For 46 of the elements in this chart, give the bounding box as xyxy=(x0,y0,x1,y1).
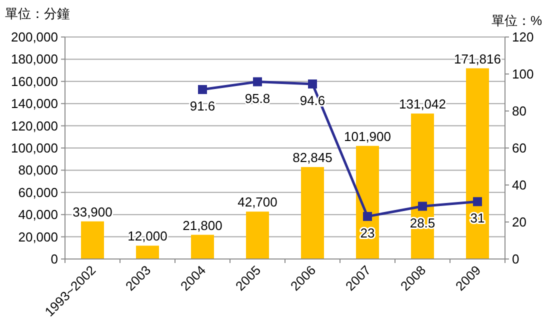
y2-tick-label: 120 xyxy=(512,30,534,44)
data-label: 42,700 xyxy=(238,194,278,210)
y-tick-label: 100,000 xyxy=(11,140,58,156)
point xyxy=(473,197,482,206)
y-tick-label: 60,000 xyxy=(18,184,58,200)
data-label: 91.6 xyxy=(190,98,216,114)
bar xyxy=(356,146,379,259)
y2-tick-label: 60 xyxy=(512,140,526,156)
point xyxy=(308,79,317,88)
bar xyxy=(411,114,434,259)
bar xyxy=(466,68,489,259)
point xyxy=(253,77,262,86)
data-label: 171,816 xyxy=(454,51,501,66)
y-tick-label: 140,000 xyxy=(11,96,58,112)
y2-tick-label: 80 xyxy=(512,104,526,118)
bar xyxy=(301,167,324,259)
bar xyxy=(81,221,104,259)
y2-tick-label: 0 xyxy=(512,252,520,266)
y-tick-label: 80,000 xyxy=(18,162,58,178)
y-axis-title: 單位：分鐘 xyxy=(5,6,70,21)
y2-tick-label: 20 xyxy=(512,214,526,230)
y-tick-label: 0 xyxy=(50,252,58,266)
bar xyxy=(246,212,269,259)
bar xyxy=(191,234,214,259)
y-tick-label: 120,000 xyxy=(11,118,58,134)
y2-tick-label: 100 xyxy=(512,66,534,82)
data-label: 33,900 xyxy=(72,204,112,220)
y2-axis-title: 單位：% xyxy=(491,13,542,28)
data-label: 82,845 xyxy=(292,150,332,166)
data-label: 21,800 xyxy=(182,218,222,233)
point xyxy=(418,202,427,211)
data-label: 12,000 xyxy=(128,228,168,244)
data-label: 95.8 xyxy=(244,90,270,106)
y-tick-label: 40,000 xyxy=(18,207,58,222)
y2-tick-label: 40 xyxy=(512,178,526,192)
y-tick-label: 200,000 xyxy=(11,30,58,44)
data-label: 31 xyxy=(470,210,485,226)
point xyxy=(198,85,207,94)
y-tick-label: 20,000 xyxy=(18,229,58,244)
y-tick-label: 180,000 xyxy=(11,52,58,67)
y-tick-label: 160,000 xyxy=(11,74,58,89)
point xyxy=(363,212,372,221)
data-label: 101,900 xyxy=(344,128,391,144)
data-label: 131,042 xyxy=(399,96,446,112)
data-label: 23 xyxy=(360,225,375,240)
bar xyxy=(136,246,159,259)
